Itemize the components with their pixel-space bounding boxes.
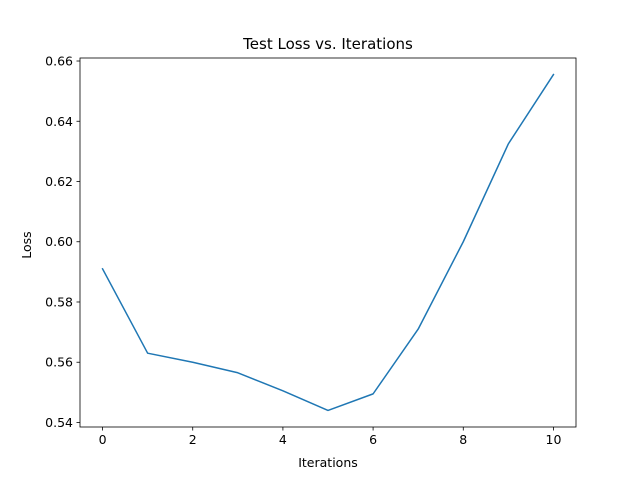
axes-frame xyxy=(79,57,577,428)
series-line-0 xyxy=(101,73,555,412)
y-tick-label: 0.62 xyxy=(45,174,73,189)
x-tick-label: 0 xyxy=(99,432,107,447)
y-tick-label: 0.64 xyxy=(45,114,73,129)
y-tick-label: 0.66 xyxy=(45,54,73,69)
y-tick-label: 0.54 xyxy=(45,415,73,430)
x-tick-label: 8 xyxy=(459,432,467,447)
y-axis-label: Loss xyxy=(19,231,34,258)
x-tick-label: 2 xyxy=(189,432,197,447)
y-tick-label: 0.58 xyxy=(45,294,73,309)
x-tick-label: 4 xyxy=(279,432,287,447)
y-tick-label: 0.60 xyxy=(45,234,73,249)
x-axis-label: Iterations xyxy=(298,455,358,470)
x-tick-label: 6 xyxy=(369,432,377,447)
y-tick-label: 0.56 xyxy=(45,355,73,370)
x-tick-label: 10 xyxy=(546,432,562,447)
plot-area: 0 2 4 6 8 10 0.54 0.56 0.58 0.60 0.62 0.64 0.66 xyxy=(45,54,577,447)
chart-title: Test Loss vs. Iterations xyxy=(242,35,413,53)
